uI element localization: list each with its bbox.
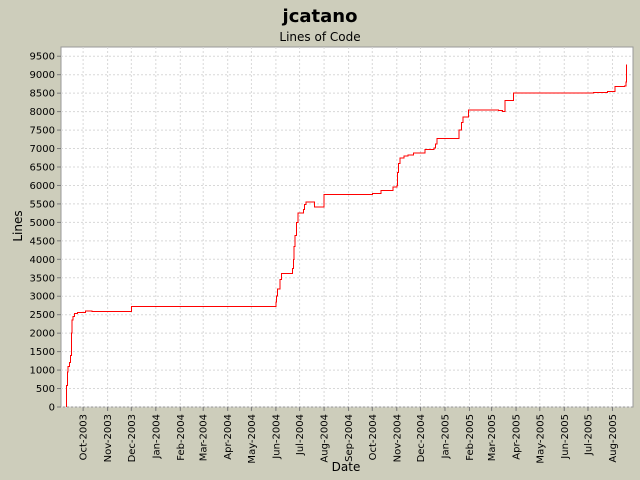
x-axis: Oct-2003 Nov-2003 Dec-2003 Jan-2004 Feb-2004…: [79, 407, 619, 464]
x-tick-label: Jun-2005: [560, 414, 571, 460]
x-tick-label: Nov-2004: [392, 414, 403, 462]
y-tick-label: 7000: [30, 144, 55, 155]
y-tick-label: 5000: [30, 218, 55, 229]
chart-subtitle: Lines of Code: [279, 30, 360, 44]
plot-area: [60, 46, 634, 408]
y-tick-label: 0: [49, 403, 55, 414]
x-tick-label: Dec-2004: [416, 414, 427, 462]
x-tick-label: May-2004: [247, 414, 258, 464]
y-tick-label: 9500: [30, 52, 55, 63]
x-tick-label: Nov-2003: [103, 414, 114, 462]
y-tick-label: 500: [36, 384, 55, 395]
chart-title: jcatano: [282, 6, 358, 27]
y-tick-label: 7500: [30, 126, 55, 137]
y-axis-label: Lines: [11, 210, 25, 241]
y-tick-label: 8500: [30, 89, 55, 100]
x-axis-label: Date: [332, 460, 361, 474]
x-tick-label: Jan-2005: [440, 414, 451, 459]
y-tick-label: 2000: [30, 329, 55, 340]
y-tick-label: 1000: [30, 366, 55, 377]
y-axis: 0 500 1000 1500 2000 2500 3000 3500 4000 4500 5000…: [30, 52, 61, 414]
y-tick-label: 4000: [30, 255, 55, 266]
grid-lines: [61, 47, 633, 408]
x-tick-label: Feb-2005: [465, 414, 476, 461]
x-tick-label: Mar-2004: [199, 414, 210, 461]
x-tick-label: Apr-2004: [223, 414, 234, 460]
y-tick-label: 6000: [30, 181, 55, 192]
x-tick-label: Oct-2004: [368, 414, 379, 460]
x-tick-label: Mar-2005: [487, 414, 498, 461]
x-tick-label: Jul-2005: [583, 414, 594, 456]
x-tick-label: Jul-2004: [295, 414, 306, 456]
x-tick-label: Apr-2005: [512, 414, 523, 460]
y-tick-label: 4500: [30, 236, 55, 247]
x-tick-label: Dec-2003: [127, 414, 138, 462]
x-tick-label: Oct-2003: [79, 414, 90, 460]
x-tick-label: Aug-2004: [320, 414, 331, 463]
x-tick-label: Jun-2004: [271, 414, 282, 460]
x-tick-label: Feb-2004: [176, 414, 187, 461]
y-tick-label: 5500: [30, 199, 55, 210]
x-tick-label: Aug-2005: [608, 414, 619, 463]
y-tick-label: 3000: [30, 292, 55, 303]
y-tick-label: 3500: [30, 273, 55, 284]
series-layer: [66, 64, 628, 407]
x-tick-label: Jan-2004: [151, 414, 162, 459]
y-tick-label: 6500: [30, 163, 55, 174]
x-tick-label: Sep-2004: [344, 414, 355, 462]
y-tick-label: 9000: [30, 70, 55, 81]
y-tick-label: 1500: [30, 347, 55, 358]
y-tick-label: 8000: [30, 107, 55, 118]
x-tick-label: May-2005: [535, 414, 546, 464]
series-line: [66, 64, 628, 407]
y-tick-label: 2500: [30, 310, 55, 321]
